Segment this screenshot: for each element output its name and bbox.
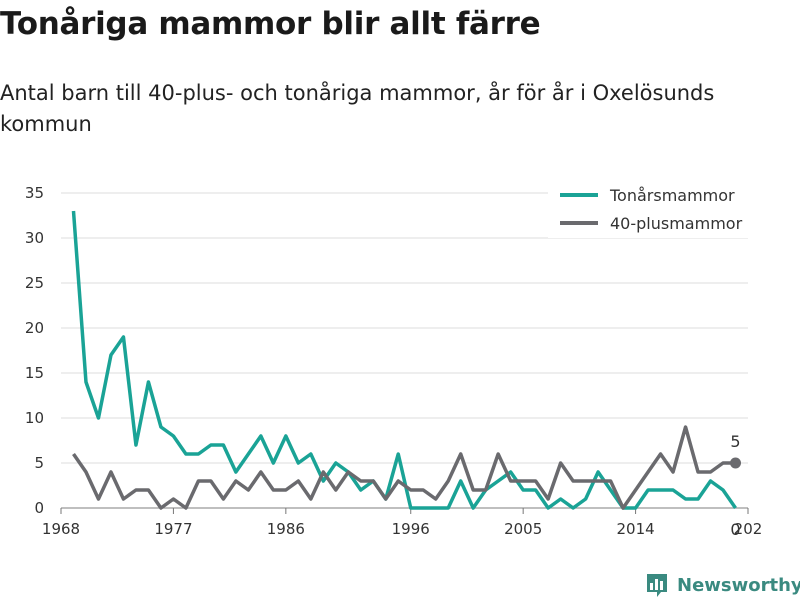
x-tick-label: 1986	[267, 520, 305, 538]
x-tick-label: 1968	[42, 520, 80, 538]
y-tick-label: 10	[25, 409, 44, 427]
y-tick-label: 35	[25, 184, 44, 202]
end-labels: 50	[730, 432, 742, 539]
y-tick-label: 30	[25, 229, 44, 247]
chart-title: Tonåriga mammor blir allt färre	[0, 6, 541, 42]
y-tick-label: 25	[25, 274, 44, 292]
legend-label: Tonårsmammor	[609, 186, 735, 205]
y-tick-label: 15	[25, 364, 44, 382]
y-axis: 0 5 10 15 20 25 30 35	[25, 184, 44, 517]
series-line	[72, 425, 736, 510]
legend-background	[548, 178, 766, 238]
x-tick-label: 2005	[504, 520, 542, 538]
end-value-label: 0	[730, 520, 740, 539]
x-axis: 1968 1977 1986 1996 2005 2014 202	[42, 508, 762, 538]
x-tick-label: 2014	[616, 520, 654, 538]
x-tick-label: 1977	[154, 520, 192, 538]
y-tick-label: 20	[25, 319, 44, 337]
gridlines	[61, 192, 748, 509]
y-tick-label: 5	[34, 454, 44, 472]
legend-label: 40-plusmammor	[610, 214, 743, 233]
chart-subtitle: Antal barn till 40-plus- och tonåriga ma…	[0, 81, 715, 136]
end-value-label: 5	[730, 432, 740, 451]
end-point-marker	[730, 457, 742, 469]
legend: Tonårsmammor 40-plusmammor	[548, 178, 766, 238]
brand-name: Newsworthy	[677, 574, 800, 596]
newsworthy-logo: Newsworthy	[645, 570, 800, 600]
series-lines	[71, 210, 737, 510]
y-tick-label: 0	[34, 499, 44, 517]
bar-chart-icon	[647, 574, 667, 597]
x-tick-label: 1996	[392, 520, 430, 538]
x-tick-label: 202	[734, 520, 763, 538]
